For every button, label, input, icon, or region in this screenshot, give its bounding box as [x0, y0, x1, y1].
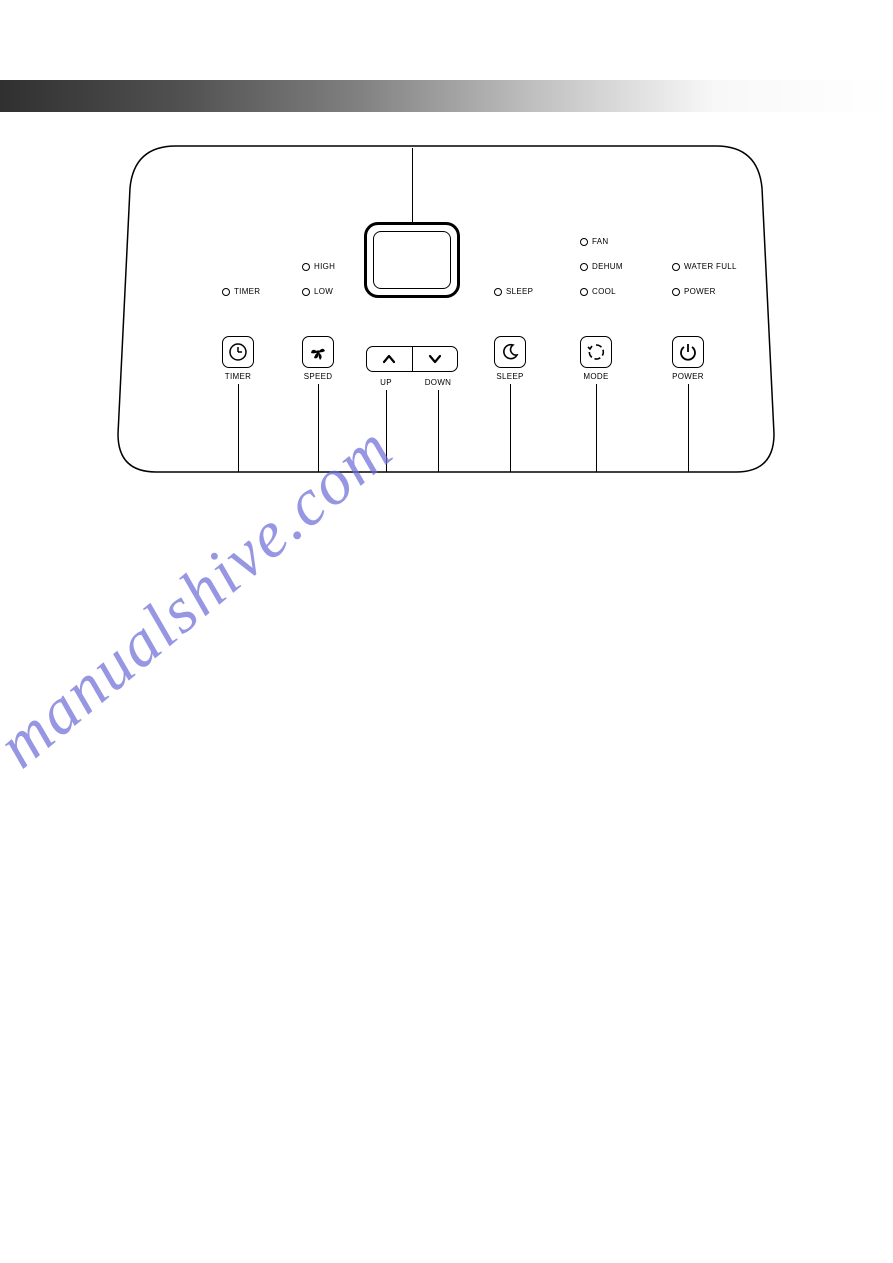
indicator-label: WATER FULL — [684, 262, 737, 271]
down-button[interactable] — [413, 347, 458, 371]
indicator-label: HIGH — [314, 262, 335, 271]
moon-icon — [500, 342, 520, 362]
indicator-timer: TIMER — [222, 287, 260, 296]
led-icon — [302, 263, 310, 271]
led-icon — [302, 288, 310, 296]
indicator-label: COOL — [592, 287, 616, 296]
cycle-icon — [586, 342, 606, 362]
fan-icon — [308, 342, 328, 362]
indicator-label: SLEEP — [506, 287, 533, 296]
leader-mode — [596, 384, 597, 472]
indicator-power: POWER — [672, 287, 716, 296]
led-icon — [222, 288, 230, 296]
sleep-button-label: SLEEP — [494, 372, 526, 381]
clock-icon — [228, 342, 248, 362]
header-gradient-bar — [0, 80, 893, 112]
led-icon — [672, 288, 680, 296]
speed-button-label: SPEED — [302, 372, 334, 381]
indicator-low: LOW — [302, 287, 333, 296]
timer-button[interactable] — [222, 336, 254, 368]
mode-button[interactable] — [580, 336, 612, 368]
indicator-label: TIMER — [234, 287, 260, 296]
indicator-label: LOW — [314, 287, 333, 296]
indicator-water-full: WATER FULL — [672, 262, 737, 271]
leader-power — [688, 384, 689, 472]
indicator-cool: COOL — [580, 287, 616, 296]
led-icon — [580, 288, 588, 296]
power-button-label: POWER — [672, 372, 704, 381]
up-down-rocker — [366, 346, 458, 372]
leader-up — [386, 390, 387, 472]
power-button[interactable] — [672, 336, 704, 368]
mode-button-label: MODE — [580, 372, 612, 381]
lcd-display — [364, 222, 460, 298]
led-icon — [494, 288, 502, 296]
led-icon — [580, 263, 588, 271]
indicator-label: DEHUM — [592, 262, 623, 271]
led-icon — [672, 263, 680, 271]
lcd-display-inner — [373, 231, 451, 289]
indicator-fan: FAN — [580, 237, 608, 246]
indicator-label: FAN — [592, 237, 608, 246]
sleep-button[interactable] — [494, 336, 526, 368]
down-button-label: DOWN — [424, 378, 452, 387]
power-icon — [678, 342, 698, 362]
leader-sleep — [510, 384, 511, 472]
chevron-down-icon — [428, 354, 442, 364]
leader-down — [438, 390, 439, 472]
indicator-sleep: SLEEP — [494, 287, 533, 296]
up-button-label: UP — [372, 378, 400, 387]
indicator-dehum: DEHUM — [580, 262, 623, 271]
indicator-high: HIGH — [302, 262, 335, 271]
speed-button[interactable] — [302, 336, 334, 368]
leader-speed — [318, 384, 319, 472]
indicator-label: POWER — [684, 287, 716, 296]
leader-display — [412, 148, 413, 222]
panel-outline — [116, 144, 776, 474]
control-panel: TIMER HIGH LOW SLEEP FAN DEHUM COOL WATE… — [116, 144, 776, 474]
up-button[interactable] — [367, 347, 412, 371]
led-icon — [580, 238, 588, 246]
leader-timer — [238, 384, 239, 472]
chevron-up-icon — [382, 354, 396, 364]
timer-button-label: TIMER — [222, 372, 254, 381]
